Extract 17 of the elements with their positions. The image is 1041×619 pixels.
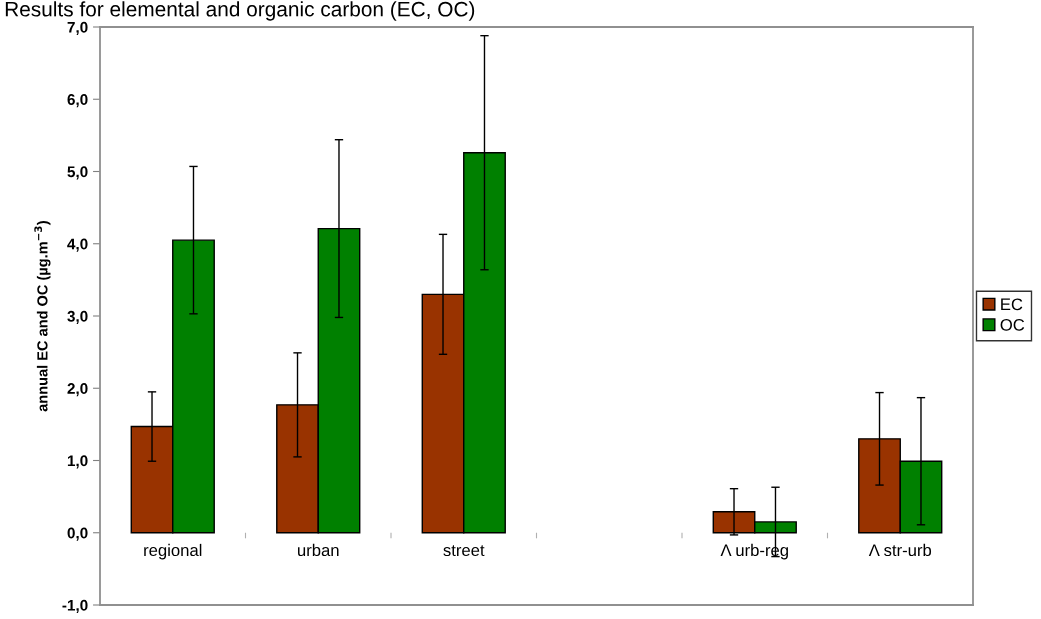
y-tick-label: 6,0 — [67, 94, 88, 108]
y-axis-title: annual EC and OC (µg.m$^{−3}$) — [34, 221, 51, 412]
y-tick-label: 2,0 — [67, 383, 88, 397]
chart-title: Results for elemental and organic carbon (EC, OC) — [5, 1, 475, 21]
legend-label: OC — [1000, 318, 1025, 331]
y-tick-label: -1,0 — [62, 599, 88, 613]
x-tick-label: street — [443, 545, 485, 557]
y-tick-label: 4,0 — [67, 238, 88, 252]
y-tick-label: 0,0 — [67, 527, 88, 541]
x-tick-label: regional — [144, 543, 202, 560]
y-tick-label: 5,0 — [67, 166, 88, 180]
y-tick-label: 3,0 — [67, 310, 88, 324]
x-tick-label: urban — [298, 543, 339, 557]
legend-label: EC — [1001, 298, 1023, 311]
y-tick-label: 1,0 — [67, 455, 88, 469]
x-tick-label: Λ str-urb — [868, 543, 932, 557]
y-tick-label: 7,0 — [67, 21, 88, 35]
